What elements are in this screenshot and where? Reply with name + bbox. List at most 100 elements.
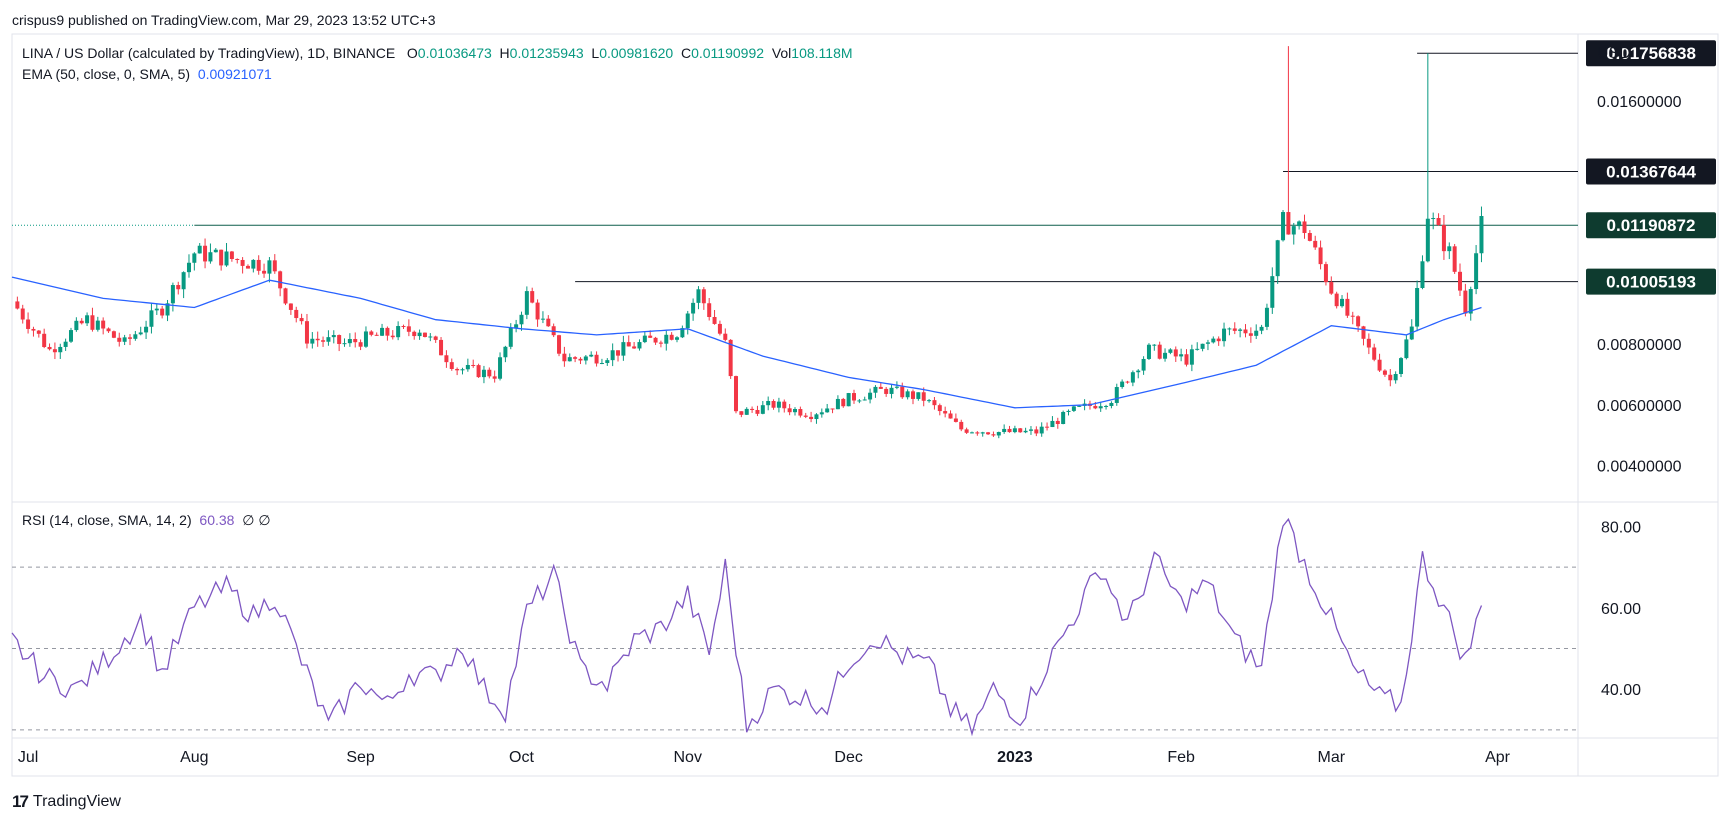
candle-body [1345,298,1350,316]
time-tick-label: 2023 [997,749,1033,766]
time-tick-label: Jul [18,749,38,766]
ema-line [11,276,1482,409]
candle-body [101,320,106,329]
candle-body [481,369,486,378]
candle-body [299,318,304,322]
price-tick-label: 0.00600000 [1597,398,1682,415]
ema-label[interactable]: EMA (50, close, 0, SMA, 5) [22,66,191,82]
symbol-title[interactable]: LINA / US Dollar (calculated by TradingV… [22,45,396,61]
candle-body [347,338,352,344]
candle-body [1340,298,1345,307]
candle-body [186,262,191,273]
high-value: 0.01235943 [509,45,584,61]
candle-body [862,399,867,401]
candle-body [841,398,846,407]
candle-body [1313,240,1318,248]
candle-body [245,265,250,269]
candle-body [637,342,642,349]
horizontal-levels [12,52,1578,283]
rsi-line [11,517,1483,737]
candle-body [712,316,717,324]
candle-body [1007,428,1012,433]
candle-body [1377,359,1382,371]
rsi-axis: 80.00 60.00 40.00 [1601,519,1641,699]
candle-body [771,400,776,408]
candle-body [1431,218,1436,220]
candle-body [1297,221,1302,227]
price-tick-label: 0.00400000 [1597,459,1682,476]
candle-body [219,249,224,266]
candle-body [616,350,621,356]
candle-body [610,350,615,361]
candle-body [1248,333,1253,336]
candle-body [229,251,234,260]
candle-body [943,411,948,414]
candle-body [524,291,529,315]
candle-body [1152,344,1157,346]
rsi-value: 60.38 [199,512,235,528]
candle-body [980,432,985,434]
candle-body [653,337,658,343]
footer[interactable]: 17 TradingView [12,792,121,812]
candle-body [1356,316,1361,327]
candle-body [578,358,583,361]
candle-body [530,291,535,303]
candle-body [846,393,851,407]
candle-body [680,328,685,338]
candle-body [1222,328,1227,342]
candle-body [401,326,406,328]
candle-body [1232,328,1237,331]
candle-body [723,333,728,340]
candle-body [1028,429,1033,431]
candle-body [170,285,175,304]
candle-body [1404,339,1409,359]
rsi-label[interactable]: RSI (14, close, SMA, 14, 2) [22,512,192,528]
candle-body [1463,290,1468,314]
candle-body [766,400,771,406]
candle-body [117,337,122,342]
candle-body [1259,326,1264,331]
candle-body [492,376,497,379]
publisher-line: crispus9 published on TradingView.com, M… [12,12,436,28]
candle-body [58,346,63,353]
close-label: C [680,45,692,61]
candle-body [465,364,470,370]
rsi-legend: RSI (14, close, SMA, 14, 2) 60.38 ∅ ∅ [22,512,271,529]
candle-body [251,259,256,269]
candle-body [583,356,588,361]
candle-body [331,335,336,338]
candle-body [884,388,889,394]
candle-body [1195,348,1200,350]
candle-body [809,416,814,420]
time-tick-label: Nov [674,749,702,766]
candle-body [1302,221,1307,234]
candle-body [975,432,980,434]
candle-body [240,259,245,266]
candle-body [1329,282,1334,294]
candle-body [262,270,267,274]
candle-body [278,271,283,289]
candle-body [830,408,835,410]
price-label-box [1586,40,1716,67]
candle-body [476,365,481,378]
candle-body [417,332,422,337]
candle-body [31,328,36,331]
ema-legend: EMA (50, close, 0, SMA, 5) 0.00921071 [22,66,272,82]
high-label: H [499,45,510,61]
candle-body [369,331,374,335]
candle-body [444,355,449,363]
brand-name: TradingView [32,793,121,810]
candle-body [26,319,31,329]
candle-body [1415,287,1420,327]
time-tick-label: Aug [180,749,208,766]
candle-body [224,251,229,266]
candle-body [1157,344,1162,359]
candle-body [288,303,293,310]
candle-body [20,308,25,320]
candle-body [986,432,991,435]
candle-body [68,330,73,342]
candle-body [1216,338,1221,342]
candle-body [937,405,942,412]
candle-body [380,327,385,336]
